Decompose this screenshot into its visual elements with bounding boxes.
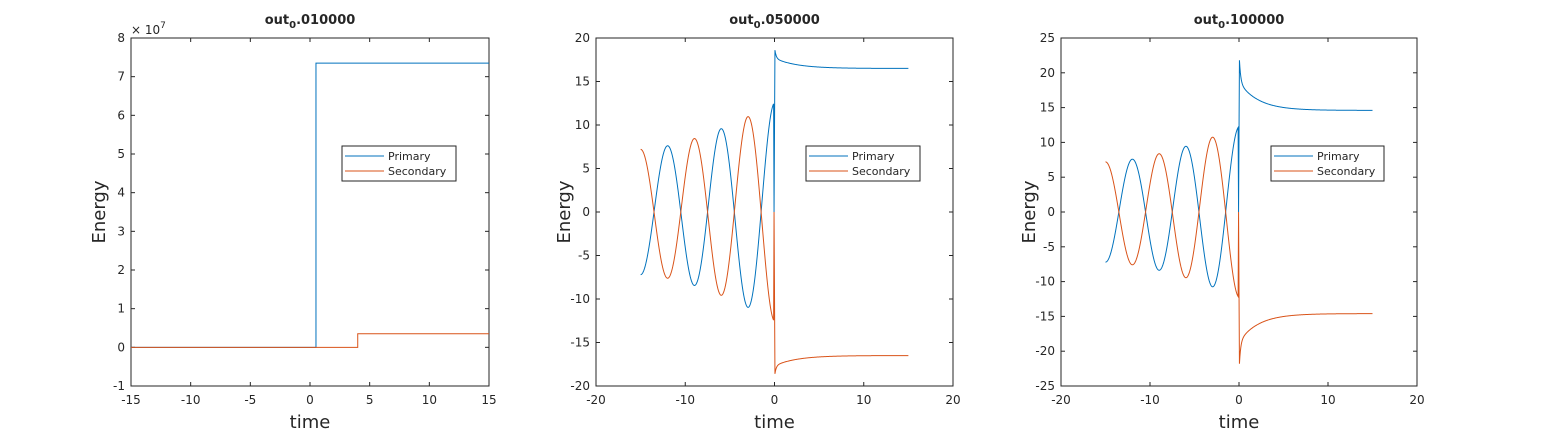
y-tick-label: -15	[1035, 309, 1055, 323]
legend-label-primary: Primary	[388, 150, 431, 163]
x-axis-label: time	[290, 412, 331, 433]
y-axis-label: Energy	[89, 180, 110, 243]
y-tick-label: 4	[117, 186, 125, 200]
y-tick-label: -10	[570, 292, 590, 306]
y-tick-label: 0	[1047, 205, 1055, 219]
y-tick-label: 10	[575, 118, 590, 132]
x-tick-label: -10	[181, 393, 201, 407]
y-tick-label: 15	[575, 75, 590, 89]
x-axis-label: time	[754, 412, 795, 433]
x-tick-label: 0	[306, 393, 314, 407]
legend-label-secondary: Secondary	[388, 165, 447, 178]
y-tick-label: 6	[117, 108, 125, 122]
x-tick-label: 20	[945, 393, 960, 407]
y-tick-label: 8	[117, 31, 125, 45]
y-tick-label: -1	[113, 379, 125, 393]
series-line-secondary	[1105, 136, 1373, 364]
x-tick-label: 10	[422, 393, 437, 407]
chart-title: out0.050000	[729, 13, 820, 31]
series-group	[1105, 60, 1373, 364]
x-tick-label: -15	[121, 393, 141, 407]
y-tick-label: 7	[117, 70, 125, 84]
y-tick-label: -20	[1035, 344, 1055, 358]
legend: Primary Secondary	[341, 145, 457, 182]
legend-box	[805, 145, 921, 182]
y-tick-label: -20	[570, 379, 590, 393]
legend-box	[1270, 145, 1385, 182]
legend-label-secondary: Secondary	[852, 165, 911, 178]
y-axis-label: Energy	[1019, 180, 1040, 243]
x-tick-label: 5	[366, 393, 374, 407]
y-tick-label: 0	[582, 205, 590, 219]
y-axis-label: Energy	[554, 180, 575, 243]
x-tick-label: -5	[244, 393, 256, 407]
y-tick-label: 5	[117, 147, 125, 161]
plot-area	[130, 37, 490, 387]
x-tick-label: 15	[481, 393, 496, 407]
chart-title: out0.100000	[1194, 13, 1285, 31]
x-tick-label: -10	[675, 393, 695, 407]
series-group	[640, 50, 909, 374]
y-tick-label: 2	[117, 263, 125, 277]
x-tick-label: -10	[1140, 393, 1160, 407]
legend-box	[341, 145, 457, 182]
y-tick-label: -25	[1035, 379, 1055, 393]
series-line-primary	[640, 50, 909, 308]
x-axis-label: time	[1219, 412, 1260, 433]
x-tick-label: 20	[1409, 393, 1424, 407]
legend-label-primary: Primary	[1317, 150, 1360, 163]
y-tick-label: 5	[582, 162, 590, 176]
y-tick-label: 25	[1040, 31, 1055, 45]
chart-panel-2: -20 -10 0 10 20 -20 -15 -10 -5 0 5 10 15 20 out0.05000…	[554, 13, 961, 433]
legend: Primary Secondary	[1270, 145, 1385, 182]
chart-panel-3: -20 -10 0 10 20-25-20-15-10-50510152025out0.…	[1019, 13, 1425, 433]
series-line-primary	[1105, 60, 1373, 288]
y-tick-label: -5	[1043, 240, 1055, 254]
x-tick-label: 0	[771, 393, 779, 407]
y-tick-label: 1	[117, 302, 125, 316]
x-tick-label: -20	[1051, 393, 1071, 407]
y-tick-label: 5	[1047, 170, 1055, 184]
y-tick-label: 15	[1040, 101, 1055, 115]
y-tick-label: -10	[1035, 275, 1055, 289]
x-tick-label: 0	[1235, 393, 1243, 407]
y-tick-label: 3	[117, 224, 125, 238]
legend-label-primary: Primary	[852, 150, 895, 163]
y-tick-label: 0	[117, 340, 125, 354]
x-tick-label: 10	[856, 393, 871, 407]
chart-title: out0.010000	[265, 13, 356, 31]
series-line-secondary	[640, 116, 909, 374]
legend-label-secondary: Secondary	[1317, 165, 1376, 178]
series-line-secondary	[131, 333, 489, 348]
series-group	[131, 62, 489, 348]
y-tick-label: 20	[575, 31, 590, 45]
y-tick-label: -5	[578, 249, 590, 263]
y-scale-factor: × 107	[131, 21, 166, 37]
y-tick-label: 20	[1040, 66, 1055, 80]
y-tick-label: 10	[1040, 135, 1055, 149]
legend: Primary Secondary	[805, 145, 921, 182]
x-tick-label: -20	[586, 393, 606, 407]
y-tick-label: -15	[570, 336, 590, 350]
x-tick-label: 10	[1320, 393, 1335, 407]
